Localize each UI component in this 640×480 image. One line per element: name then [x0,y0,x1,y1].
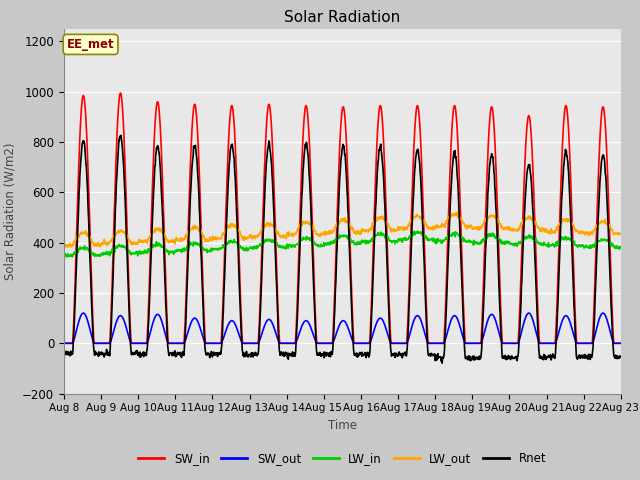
Rnet [502,354,510,360]
Rnet [438,360,446,366]
Legend: SW_in, SW_out, LW_in, LW_out, Rnet: SW_in, SW_out, LW_in, LW_out, Rnet [134,447,551,469]
SW_in [246,340,254,346]
Rnet [117,132,125,138]
SW_out [171,340,179,346]
LW_out [551,230,559,236]
LW_out [429,226,436,231]
Rnet [171,350,179,356]
SW_out [184,329,192,335]
Text: EE_met: EE_met [67,38,115,51]
SW_in [60,340,68,346]
SW_out [429,340,436,346]
X-axis label: Time: Time [328,419,357,432]
Rnet [60,350,68,356]
LW_out [184,231,192,237]
Rnet [184,253,192,259]
SW_in [184,229,192,235]
Line: SW_out: SW_out [64,313,620,343]
LW_out [616,231,624,237]
Rnet [551,354,559,360]
LW_in [429,235,437,241]
SW_in [551,340,559,346]
Rnet [616,353,624,359]
SW_in [171,340,179,346]
Rnet [246,353,254,359]
LW_in [184,244,192,250]
LW_out [171,239,179,245]
Y-axis label: Solar Radiation (W/m2): Solar Radiation (W/m2) [4,143,17,280]
LW_out [246,232,254,238]
SW_in [616,340,624,346]
Rnet [429,353,436,359]
LW_in [414,228,422,234]
LW_in [246,245,254,251]
Title: Solar Radiation: Solar Radiation [284,10,401,25]
SW_out [79,310,87,316]
LW_out [67,244,75,250]
Line: Rnet: Rnet [64,135,620,363]
LW_out [453,209,461,215]
SW_out [246,340,254,346]
SW_out [60,340,68,346]
LW_in [502,239,510,245]
LW_out [502,226,510,231]
LW_out [60,242,68,248]
SW_in [429,340,436,346]
Line: SW_in: SW_in [64,93,620,343]
SW_out [551,340,559,346]
SW_in [502,340,509,346]
Line: LW_in: LW_in [64,231,620,257]
SW_out [502,340,509,346]
LW_in [60,252,68,258]
LW_in [63,254,70,260]
LW_in [171,249,179,255]
SW_out [616,340,624,346]
Line: LW_out: LW_out [64,212,620,247]
SW_in [116,90,124,96]
LW_in [551,243,559,249]
LW_in [616,244,624,250]
